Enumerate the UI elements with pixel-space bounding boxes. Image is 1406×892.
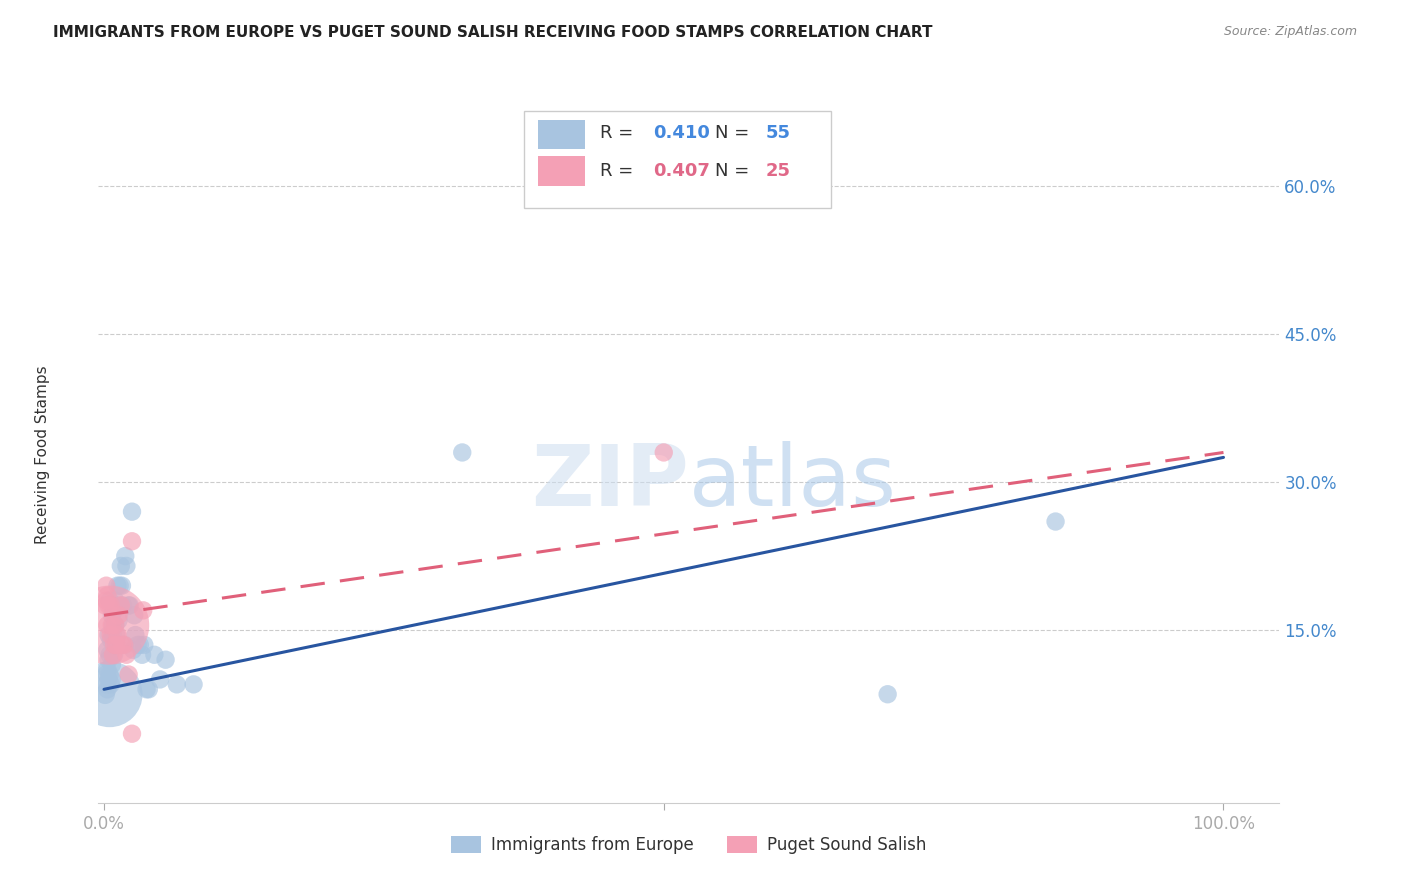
Point bbox=[104, 593, 127, 607]
Point bbox=[96, 667, 118, 681]
Point bbox=[105, 638, 128, 652]
Point bbox=[105, 628, 128, 642]
Point bbox=[96, 663, 118, 677]
Point bbox=[98, 667, 121, 681]
Point bbox=[122, 608, 145, 623]
Text: ZIP: ZIP bbox=[531, 442, 689, 524]
Point bbox=[111, 638, 134, 652]
Text: N =: N = bbox=[714, 162, 755, 180]
Point bbox=[132, 603, 155, 617]
Point bbox=[121, 727, 143, 741]
Point bbox=[107, 608, 129, 623]
Point bbox=[110, 558, 132, 573]
Point bbox=[94, 687, 117, 701]
Point bbox=[876, 687, 898, 701]
Point bbox=[96, 589, 118, 603]
Point bbox=[451, 445, 474, 459]
Point bbox=[149, 673, 172, 687]
Point bbox=[112, 638, 135, 652]
Point bbox=[104, 618, 127, 632]
Text: 0.410: 0.410 bbox=[654, 125, 710, 143]
Point bbox=[128, 638, 150, 652]
Point bbox=[96, 677, 118, 691]
Point bbox=[96, 593, 118, 607]
Point bbox=[117, 599, 139, 613]
Point bbox=[122, 643, 145, 657]
Point bbox=[183, 677, 205, 691]
Point bbox=[121, 534, 143, 549]
Point bbox=[101, 618, 124, 632]
Bar bbox=[537, 156, 585, 186]
Point bbox=[101, 648, 124, 662]
Point bbox=[101, 628, 124, 642]
Point bbox=[98, 687, 121, 701]
Text: 25: 25 bbox=[766, 162, 790, 180]
Point bbox=[138, 682, 160, 697]
Point bbox=[103, 603, 125, 617]
Point bbox=[111, 579, 134, 593]
Y-axis label: Receiving Food Stamps: Receiving Food Stamps bbox=[35, 366, 51, 544]
Text: R =: R = bbox=[600, 162, 640, 180]
Point bbox=[104, 618, 127, 632]
Point bbox=[114, 549, 136, 563]
Point bbox=[101, 608, 124, 623]
Point bbox=[121, 505, 143, 519]
Point bbox=[101, 673, 124, 687]
Point bbox=[112, 599, 135, 613]
Text: N =: N = bbox=[714, 125, 755, 143]
Point bbox=[134, 638, 156, 652]
Point bbox=[98, 648, 121, 662]
Point bbox=[143, 648, 166, 662]
FancyBboxPatch shape bbox=[523, 111, 831, 208]
Point bbox=[101, 618, 124, 632]
Point bbox=[96, 618, 118, 632]
Point bbox=[135, 682, 157, 697]
Point bbox=[96, 579, 118, 593]
Point bbox=[118, 599, 141, 613]
Point bbox=[100, 628, 122, 642]
Point bbox=[108, 579, 131, 593]
Point bbox=[166, 677, 188, 691]
Point bbox=[117, 667, 139, 681]
Point bbox=[112, 638, 135, 652]
Point bbox=[96, 643, 118, 657]
Point bbox=[124, 628, 146, 642]
Legend: Immigrants from Europe, Puget Sound Salish: Immigrants from Europe, Puget Sound Sali… bbox=[444, 829, 934, 861]
Point bbox=[98, 593, 121, 607]
Point bbox=[97, 599, 120, 613]
Point bbox=[97, 673, 120, 687]
Point bbox=[100, 599, 122, 613]
Point bbox=[1045, 515, 1067, 529]
Point bbox=[155, 653, 177, 667]
Text: R =: R = bbox=[600, 125, 640, 143]
Text: 0.407: 0.407 bbox=[654, 162, 710, 180]
Text: Source: ZipAtlas.com: Source: ZipAtlas.com bbox=[1223, 25, 1357, 38]
Point bbox=[94, 599, 117, 613]
Point bbox=[103, 648, 125, 662]
Point bbox=[652, 445, 675, 459]
Point bbox=[101, 657, 124, 672]
Text: atlas: atlas bbox=[689, 442, 897, 524]
Bar bbox=[537, 120, 585, 149]
Point bbox=[105, 599, 128, 613]
Point bbox=[110, 599, 132, 613]
Point bbox=[107, 579, 129, 593]
Point bbox=[127, 638, 149, 652]
Text: 55: 55 bbox=[766, 125, 790, 143]
Point bbox=[100, 632, 122, 647]
Point bbox=[107, 628, 129, 642]
Point bbox=[96, 682, 118, 697]
Point bbox=[115, 558, 138, 573]
Point bbox=[107, 613, 129, 627]
Point bbox=[98, 618, 121, 632]
Point bbox=[100, 677, 122, 691]
Text: IMMIGRANTS FROM EUROPE VS PUGET SOUND SALISH RECEIVING FOOD STAMPS CORRELATION C: IMMIGRANTS FROM EUROPE VS PUGET SOUND SA… bbox=[53, 25, 934, 40]
Point bbox=[97, 628, 120, 642]
Point bbox=[131, 648, 153, 662]
Point bbox=[103, 638, 125, 652]
Point bbox=[97, 653, 120, 667]
Point bbox=[115, 648, 138, 662]
